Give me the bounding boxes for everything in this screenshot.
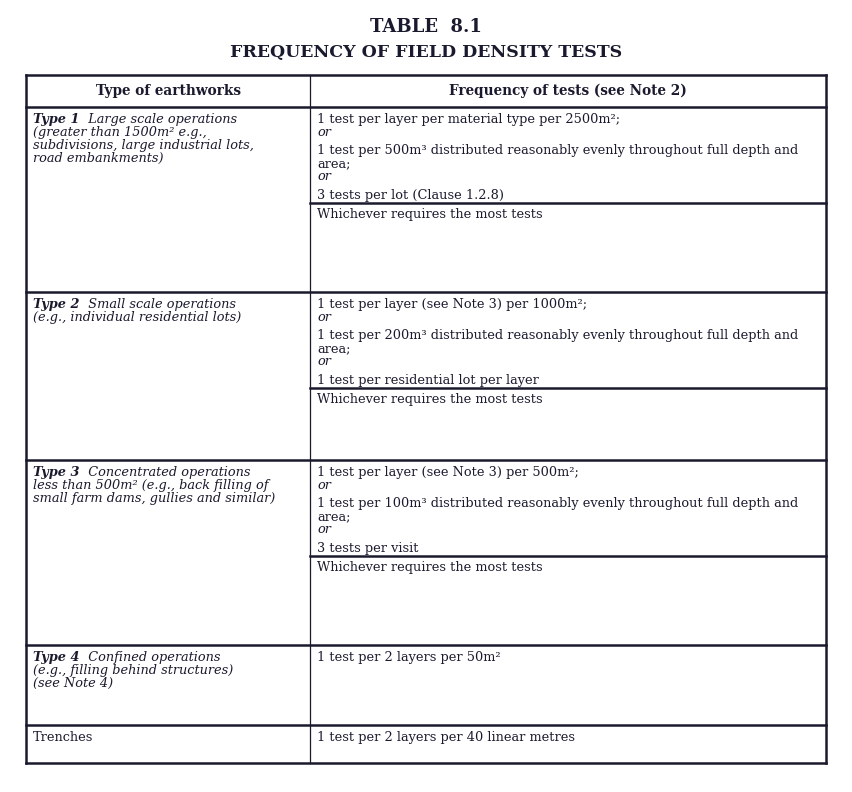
Text: area;: area; [317,510,350,524]
Text: Small scale operations: Small scale operations [79,298,235,311]
Text: 3 tests per lot (Clause 1.2.8): 3 tests per lot (Clause 1.2.8) [317,188,504,202]
Text: Whichever requires the most tests: Whichever requires the most tests [317,393,543,406]
Text: (e.g., individual residential lots): (e.g., individual residential lots) [33,310,241,324]
Text: Concentrated operations: Concentrated operations [79,466,250,479]
Text: or: or [317,126,331,139]
Text: (e.g., filling behind structures): (e.g., filling behind structures) [33,664,233,677]
Text: less than 500m² (e.g., back filling of: less than 500m² (e.g., back filling of [33,479,268,492]
Text: Whichever requires the most tests: Whichever requires the most tests [317,562,543,574]
Text: or: or [317,523,331,536]
Text: subdivisions, large industrial lots,: subdivisions, large industrial lots, [33,139,254,151]
Text: Type 1: Type 1 [33,113,79,126]
Text: 1 test per layer per material type per 2500m²;: 1 test per layer per material type per 2… [317,113,620,126]
Text: 3 tests per visit: 3 tests per visit [317,542,418,554]
Text: FREQUENCY OF FIELD DENSITY TESTS: FREQUENCY OF FIELD DENSITY TESTS [230,44,622,61]
Text: Type 2: Type 2 [33,298,79,311]
Text: Type 3: Type 3 [33,466,79,479]
Text: 1 test per residential lot per layer: 1 test per residential lot per layer [317,374,538,386]
Text: Type 4: Type 4 [33,651,79,664]
Text: Whichever requires the most tests: Whichever requires the most tests [317,208,543,221]
Text: 1 test per 2 layers per 40 linear metres: 1 test per 2 layers per 40 linear metres [317,731,575,744]
Text: Confined operations: Confined operations [79,651,220,664]
Text: or: or [317,170,331,183]
Text: area;: area; [317,158,350,170]
Text: or: or [317,479,331,492]
Text: Trenches: Trenches [33,731,94,744]
Text: 1 test per layer (see Note 3) per 1000m²;: 1 test per layer (see Note 3) per 1000m²… [317,298,587,311]
Text: road embankments): road embankments) [33,151,164,165]
Text: 1 test per layer (see Note 3) per 500m²;: 1 test per layer (see Note 3) per 500m²; [317,466,579,479]
Text: or: or [317,310,331,324]
Text: 1 test per 500m³ distributed reasonably evenly throughout full depth and: 1 test per 500m³ distributed reasonably … [317,144,798,158]
Text: (greater than 1500m² e.g.,: (greater than 1500m² e.g., [33,126,207,139]
Text: 1 test per 100m³ distributed reasonably evenly throughout full depth and: 1 test per 100m³ distributed reasonably … [317,497,798,510]
Text: or: or [317,355,331,368]
Text: area;: area; [317,342,350,356]
Text: Frequency of tests (see Note 2): Frequency of tests (see Note 2) [449,84,687,98]
Text: Large scale operations: Large scale operations [79,113,237,126]
Text: 1 test per 200m³ distributed reasonably evenly throughout full depth and: 1 test per 200m³ distributed reasonably … [317,329,798,342]
Text: 1 test per 2 layers per 50m²: 1 test per 2 layers per 50m² [317,651,501,664]
Text: (see Note 4): (see Note 4) [33,676,113,690]
Text: small farm dams, gullies and similar): small farm dams, gullies and similar) [33,492,275,505]
Text: TABLE  8.1: TABLE 8.1 [370,18,482,36]
Text: Type of earthworks: Type of earthworks [95,84,240,98]
